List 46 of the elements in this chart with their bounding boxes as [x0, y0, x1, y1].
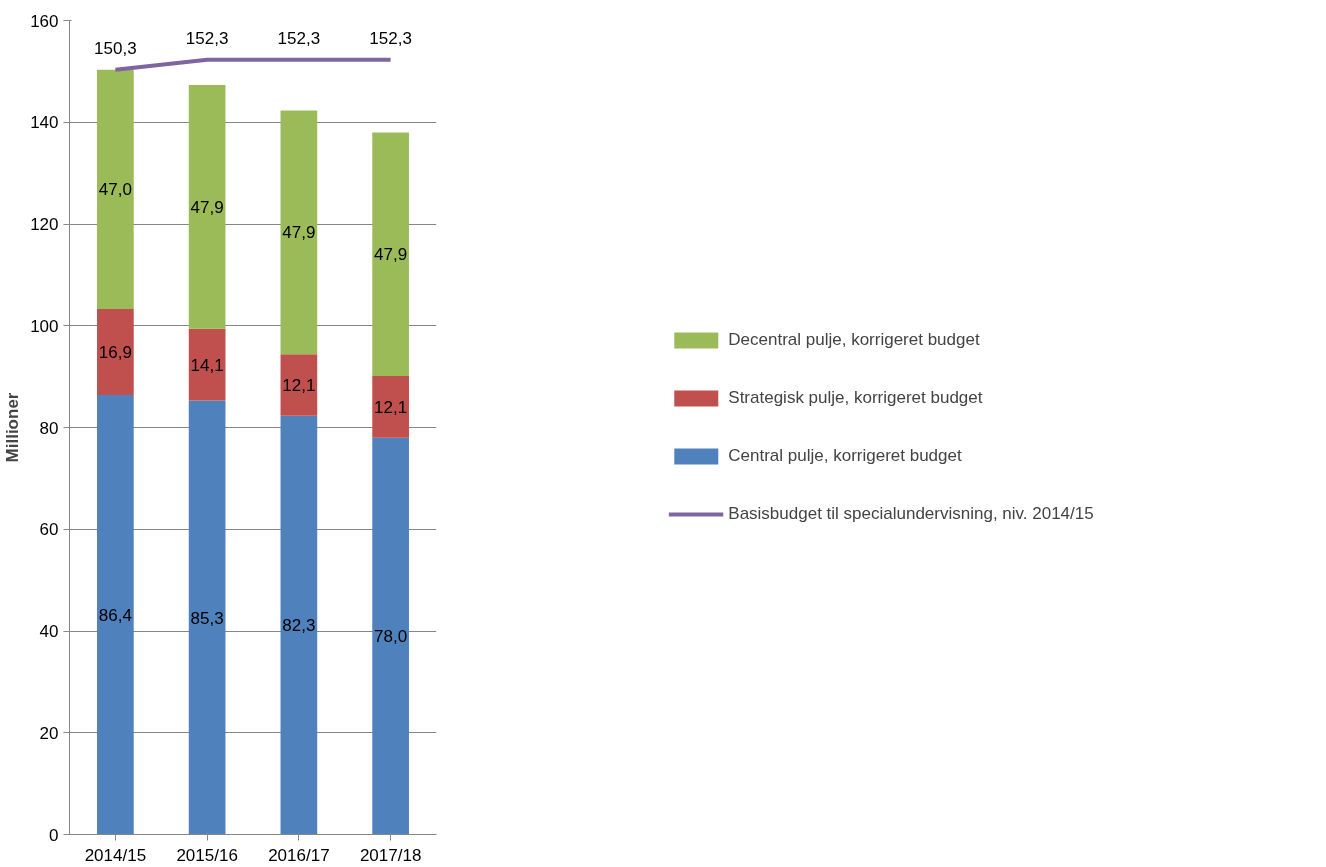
- data-label: 47,9: [190, 197, 224, 217]
- y-tick-label: 100: [30, 316, 59, 336]
- bar: [97, 394, 134, 835]
- data-label: 12,1: [374, 397, 408, 417]
- data-label: 152,3: [277, 28, 321, 48]
- bar: [97, 308, 134, 395]
- bar: [97, 69, 134, 309]
- legend-label: Central pulje, korrigeret budget: [728, 446, 963, 466]
- bar: [188, 85, 226, 329]
- data-label: 152,3: [369, 28, 412, 48]
- data-label: 150,3: [94, 38, 137, 58]
- y-tick-label: 120: [30, 215, 59, 234]
- x-tick-label: 2016/17: [268, 845, 330, 865]
- data-label: 12,1: [282, 376, 316, 396]
- data-label: 78,0: [374, 627, 408, 647]
- x-tick-label: 2017/18: [359, 845, 422, 865]
- legend-label: Basisbudget til specialundervisning, niv. 2014/15: [728, 504, 1094, 524]
- bar: [372, 376, 409, 438]
- y-tick-label: 80: [39, 418, 59, 438]
- x-tick-label: 2014/15: [84, 845, 147, 865]
- bar: [188, 400, 226, 835]
- y-axis-title: Millioner: [3, 392, 23, 463]
- data-label: 47,9: [282, 223, 316, 243]
- y-tick-label: 140: [30, 113, 59, 133]
- bar: [280, 110, 318, 355]
- y-tick-label: 0: [49, 825, 59, 845]
- y-tick-label: 40: [39, 622, 59, 641]
- bar: [280, 354, 318, 416]
- y-tick-label: 60: [39, 520, 59, 540]
- data-label: 16,9: [98, 342, 132, 362]
- legend-label: Strategisk pulje, korrigeret budget: [728, 388, 984, 408]
- data-label: 152,3: [185, 28, 229, 48]
- data-label: 86,4: [98, 605, 132, 625]
- data-label: 82,3: [282, 616, 316, 636]
- data-label: 47,0: [98, 180, 132, 200]
- bar: [372, 437, 409, 835]
- data-label: 85,3: [190, 608, 224, 628]
- bar: [280, 415, 318, 835]
- bar: [188, 328, 226, 401]
- y-tick-label: 20: [39, 723, 59, 743]
- x-tick-label: 2015/16: [176, 845, 238, 865]
- data-label: 47,9: [374, 245, 408, 265]
- data-label: 14,1: [190, 355, 224, 375]
- bar: [372, 132, 409, 377]
- legend-label: Decentral pulje, korrigeret budget: [728, 330, 981, 350]
- y-tick-label: 160: [30, 11, 59, 31]
